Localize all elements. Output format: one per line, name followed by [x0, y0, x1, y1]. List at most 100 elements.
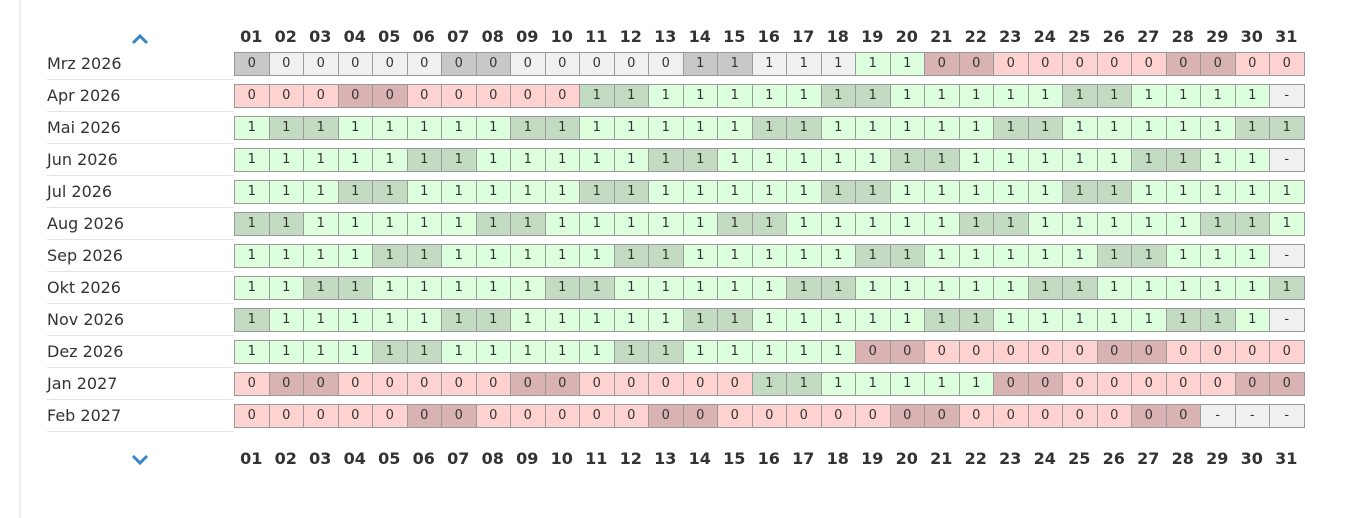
day-cell[interactable]: 1: [544, 116, 579, 140]
day-cell[interactable]: 1: [820, 308, 855, 332]
day-cell[interactable]: 1: [786, 84, 821, 108]
day-cell[interactable]: 1: [372, 116, 407, 140]
day-cell[interactable]: 1: [993, 148, 1028, 172]
day-cell[interactable]: 1: [372, 180, 407, 204]
day-cell[interactable]: 1: [751, 212, 786, 236]
day-cell[interactable]: 0: [613, 372, 648, 396]
day-cell[interactable]: 0: [1234, 340, 1269, 364]
day-cell[interactable]: 1: [337, 116, 372, 140]
day-cell[interactable]: 0: [924, 52, 959, 76]
day-cell[interactable]: 1: [337, 212, 372, 236]
day-cell[interactable]: 0: [406, 404, 441, 428]
day-cell[interactable]: 1: [1165, 148, 1200, 172]
day-cell[interactable]: -: [1269, 84, 1305, 108]
day-cell[interactable]: 1: [648, 308, 683, 332]
day-cell[interactable]: 1: [924, 244, 959, 268]
day-cell[interactable]: 1: [1165, 244, 1200, 268]
day-cell[interactable]: 1: [475, 180, 510, 204]
day-cell[interactable]: 0: [682, 372, 717, 396]
day-cell[interactable]: 1: [820, 244, 855, 268]
day-cell[interactable]: 0: [1131, 372, 1166, 396]
day-cell[interactable]: 1: [613, 148, 648, 172]
day-cell[interactable]: 1: [1096, 180, 1131, 204]
day-cell[interactable]: 1: [406, 116, 441, 140]
day-cell[interactable]: 1: [1027, 84, 1062, 108]
day-cell[interactable]: 0: [1165, 404, 1200, 428]
day-cell[interactable]: 0: [544, 404, 579, 428]
day-cell[interactable]: 1: [786, 180, 821, 204]
day-cell[interactable]: 1: [510, 308, 545, 332]
day-cell[interactable]: 1: [1062, 180, 1097, 204]
day-cell[interactable]: 1: [1200, 244, 1235, 268]
day-cell[interactable]: 1: [820, 180, 855, 204]
day-cell[interactable]: 1: [613, 212, 648, 236]
day-cell[interactable]: 1: [1200, 116, 1235, 140]
day-cell[interactable]: 0: [234, 52, 269, 76]
day-cell[interactable]: 1: [1200, 148, 1235, 172]
day-cell[interactable]: 1: [268, 244, 303, 268]
day-cell[interactable]: -: [1269, 308, 1305, 332]
day-cell[interactable]: 1: [751, 84, 786, 108]
day-cell[interactable]: 0: [613, 52, 648, 76]
day-cell[interactable]: 1: [1165, 84, 1200, 108]
day-cell[interactable]: 1: [1096, 276, 1131, 300]
day-cell[interactable]: 1: [441, 116, 476, 140]
day-cell[interactable]: 1: [579, 116, 614, 140]
day-cell[interactable]: 1: [475, 340, 510, 364]
day-cell[interactable]: 1: [613, 244, 648, 268]
day-cell[interactable]: 0: [579, 372, 614, 396]
day-cell[interactable]: 1: [751, 340, 786, 364]
day-cell[interactable]: 0: [1269, 52, 1305, 76]
day-cell[interactable]: 1: [786, 244, 821, 268]
day-cell[interactable]: 0: [1131, 52, 1166, 76]
day-cell[interactable]: 1: [441, 212, 476, 236]
day-cell[interactable]: 1: [889, 212, 924, 236]
day-cell[interactable]: 1: [475, 148, 510, 172]
day-cell[interactable]: 1: [303, 308, 338, 332]
day-cell[interactable]: 1: [648, 212, 683, 236]
day-cell[interactable]: 1: [406, 308, 441, 332]
day-cell[interactable]: 1: [786, 212, 821, 236]
day-cell[interactable]: 1: [855, 116, 890, 140]
day-cell[interactable]: 1: [786, 52, 821, 76]
day-cell[interactable]: 1: [406, 340, 441, 364]
day-cell[interactable]: 1: [889, 244, 924, 268]
day-cell[interactable]: 1: [682, 180, 717, 204]
day-cell[interactable]: 1: [1269, 276, 1305, 300]
day-cell[interactable]: 0: [1200, 372, 1235, 396]
day-cell[interactable]: 0: [406, 52, 441, 76]
day-cell[interactable]: 1: [717, 340, 752, 364]
day-cell[interactable]: 1: [1027, 148, 1062, 172]
day-cell[interactable]: 1: [1200, 84, 1235, 108]
day-cell[interactable]: 1: [1234, 308, 1269, 332]
day-cell[interactable]: 1: [682, 148, 717, 172]
day-cell[interactable]: 1: [751, 180, 786, 204]
day-cell[interactable]: 0: [1096, 404, 1131, 428]
day-cell[interactable]: 1: [613, 276, 648, 300]
day-cell[interactable]: 1: [855, 308, 890, 332]
day-cell[interactable]: 1: [1096, 212, 1131, 236]
day-cell[interactable]: 1: [1131, 116, 1166, 140]
day-cell[interactable]: 1: [924, 372, 959, 396]
day-cell[interactable]: 1: [234, 116, 269, 140]
day-cell[interactable]: 1: [958, 148, 993, 172]
day-cell[interactable]: 1: [268, 308, 303, 332]
day-cell[interactable]: 0: [441, 84, 476, 108]
day-cell[interactable]: 1: [1165, 180, 1200, 204]
day-cell[interactable]: 1: [1234, 212, 1269, 236]
day-cell[interactable]: 1: [372, 308, 407, 332]
day-cell[interactable]: 1: [855, 212, 890, 236]
day-cell[interactable]: 1: [855, 148, 890, 172]
day-cell[interactable]: 1: [441, 276, 476, 300]
day-cell[interactable]: 1: [303, 212, 338, 236]
day-cell[interactable]: 1: [579, 84, 614, 108]
day-cell[interactable]: 1: [958, 84, 993, 108]
day-cell[interactable]: 1: [234, 276, 269, 300]
day-cell[interactable]: 0: [1062, 404, 1097, 428]
day-cell[interactable]: 1: [544, 244, 579, 268]
day-cell[interactable]: 1: [648, 244, 683, 268]
day-cell[interactable]: 1: [303, 340, 338, 364]
day-cell[interactable]: 0: [234, 84, 269, 108]
day-cell[interactable]: 0: [475, 52, 510, 76]
day-cell[interactable]: 1: [751, 52, 786, 76]
